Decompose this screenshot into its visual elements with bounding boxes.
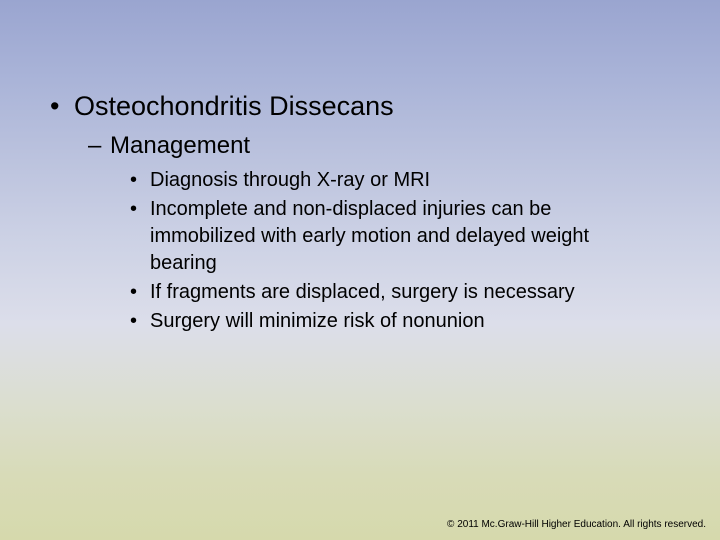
bullet-marker-lvl3: •: [130, 196, 150, 277]
bullet-level3: • Diagnosis through X-ray or MRI: [130, 167, 670, 194]
bullet-text-lvl3: Incomplete and non-displaced injuries ca…: [150, 196, 620, 277]
bullet-level1: • Osteochondritis Dissecans: [50, 90, 670, 124]
bullet-marker-lvl3: •: [130, 167, 150, 194]
bullet-text-lvl2: Management: [110, 130, 250, 161]
bullet-level2: – Management: [88, 130, 670, 161]
bullet-text-lvl1: Osteochondritis Dissecans: [74, 90, 394, 124]
slide-content: • Osteochondritis Dissecans – Management…: [0, 90, 720, 337]
bullet-level3: • Surgery will minimize risk of nonunion: [130, 308, 670, 335]
bullet-marker-lvl2: –: [88, 130, 110, 161]
bullet-marker-lvl3: •: [130, 308, 150, 335]
bullet-level3-group: • Diagnosis through X-ray or MRI • Incom…: [88, 167, 670, 335]
copyright-footer: © 2011 Mc.Graw-Hill Higher Education. Al…: [447, 519, 706, 530]
bullet-marker-lvl3: •: [130, 279, 150, 306]
bullet-marker-lvl1: •: [50, 90, 74, 124]
bullet-text-lvl3: If fragments are displaced, surgery is n…: [150, 279, 575, 306]
bullet-level3: • If fragments are displaced, surgery is…: [130, 279, 670, 306]
slide: • Osteochondritis Dissecans – Management…: [0, 0, 720, 540]
bullet-text-lvl3: Diagnosis through X-ray or MRI: [150, 167, 430, 194]
bullet-level2-group: – Management • Diagnosis through X-ray o…: [50, 130, 670, 335]
bullet-text-lvl3: Surgery will minimize risk of nonunion: [150, 308, 485, 335]
bullet-level3: • Incomplete and non-displaced injuries …: [130, 196, 670, 277]
